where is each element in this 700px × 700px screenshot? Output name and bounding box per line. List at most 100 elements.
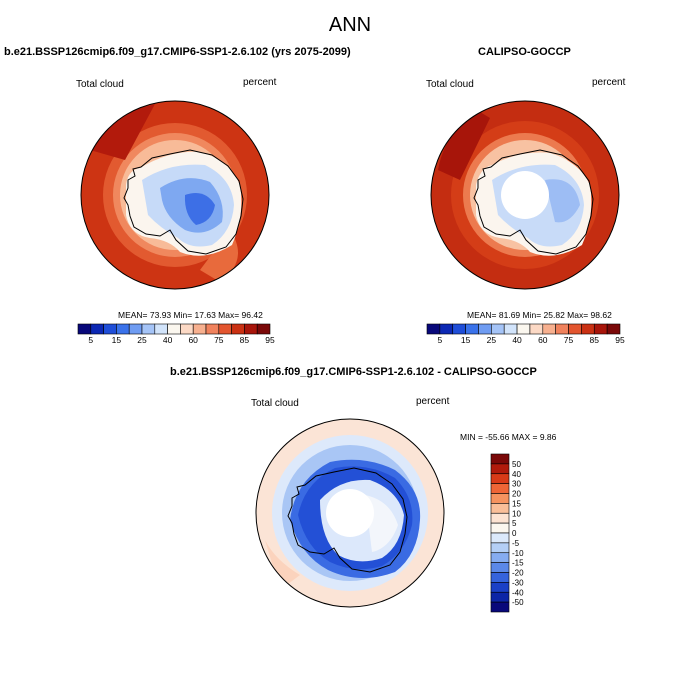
colorbar-box <box>529 323 544 335</box>
colorbar-tick-label: 85 <box>590 335 600 345</box>
colorbar-tick-label: 40 <box>163 335 173 345</box>
colorbar-tick-label: 40 <box>512 335 522 345</box>
map-model-total-cloud <box>81 101 269 289</box>
panel1-variable-label: Total cloud <box>76 79 124 90</box>
colorbar-box <box>568 323 582 335</box>
colorbar-box <box>77 323 92 335</box>
colorbar-tick-label: -40 <box>512 588 524 597</box>
colorbar-box <box>555 323 569 335</box>
colorbar-box <box>490 522 510 534</box>
colorbar-box <box>490 473 510 484</box>
antarctic-coastline <box>287 467 408 573</box>
panel3-variable-label: Total cloud <box>251 398 299 409</box>
colorbar-box <box>192 323 207 335</box>
map-border <box>80 100 270 290</box>
panel2-stats: MEAN= 81.69 Min= 25.82 Max= 98.62 <box>467 310 612 320</box>
colorbar-tick-label: 15 <box>112 335 122 345</box>
colorbar-box <box>490 512 510 524</box>
colorbar-box <box>452 323 466 335</box>
panel1-stats: MEAN= 73.93 Min= 17.63 Max= 96.42 <box>118 310 263 320</box>
colorbar-box <box>490 503 510 514</box>
panel3-title: b.e21.BSSP126cmip6.f09_g17.CMIP6-SSP1-2.… <box>170 366 537 378</box>
colorbar-tick-label: 75 <box>564 335 574 345</box>
colorbar-box <box>581 323 595 335</box>
colorbar-observed: 5 15 25 40 60 75 85 95 <box>426 323 625 345</box>
panel2-title: CALIPSO-GOCCP <box>478 46 571 58</box>
colorbar-box <box>205 323 220 335</box>
colorbar-box <box>116 323 130 335</box>
colorbar-box <box>503 323 518 335</box>
colorbar-tick-label: 20 <box>512 490 521 499</box>
colorbar-box <box>542 323 556 335</box>
panel1-units-label: percent <box>243 77 277 88</box>
colorbar-tick-label: -5 <box>512 539 520 548</box>
colorbar-tick-label: 15 <box>461 335 471 345</box>
map-difference-total-cloud <box>256 419 444 607</box>
colorbar-box <box>90 323 104 335</box>
colorbar-box <box>490 542 510 554</box>
antarctic-coastline <box>473 149 594 255</box>
panel1-title: b.e21.BSSP126cmip6.f09_g17.CMIP6-SSP1-2.… <box>4 46 351 58</box>
colorbar-tick-label: 60 <box>538 335 548 345</box>
colorbar-tick-label: 25 <box>137 335 147 345</box>
colorbar-tick-label: 30 <box>512 480 521 489</box>
colorbar-tick-label: 95 <box>615 335 625 345</box>
colorbar-tick-label: 0 <box>512 529 517 538</box>
colorbar-box <box>490 463 510 475</box>
colorbar-tick-label: -10 <box>512 549 524 558</box>
colorbar-tick-label: -20 <box>512 569 524 578</box>
colorbar-box <box>490 572 510 583</box>
colorbar-tick-label: 5 <box>88 335 93 345</box>
colorbar-tick-label: -50 <box>512 598 524 607</box>
colorbar-tick-label: -30 <box>512 578 524 587</box>
colorbar-tick-label: 50 <box>512 460 521 469</box>
colorbar-box <box>490 601 510 613</box>
map-border <box>430 100 620 290</box>
page-title: ANN <box>328 14 372 36</box>
colorbar-box <box>490 453 510 465</box>
colorbar-box <box>491 323 505 335</box>
colorbar-tick-label: 5 <box>437 335 442 345</box>
colorbar-box <box>426 323 441 335</box>
colorbar-tick-label: 60 <box>188 335 198 345</box>
panel3-stats: MIN = -55.66 MAX = 9.86 <box>460 432 557 442</box>
colorbar-box <box>244 323 258 335</box>
colorbar-box <box>490 552 510 563</box>
panel3-units-label: percent <box>416 396 450 407</box>
colorbar-tick-label: 25 <box>487 335 497 345</box>
colorbar-box <box>490 483 510 494</box>
colorbar-tick-label: 75 <box>214 335 224 345</box>
colorbar-box <box>256 323 271 335</box>
colorbar-box <box>218 323 232 335</box>
colorbar-tick-label: 40 <box>512 470 521 479</box>
colorbar-box <box>128 323 143 335</box>
colorbar-tick-label: 15 <box>512 499 521 508</box>
colorbar-box <box>516 323 531 335</box>
colorbar-box <box>478 323 492 335</box>
colorbar-tick-label: 5 <box>512 519 517 528</box>
panel2-units-label: percent <box>592 77 626 88</box>
colorbar-box <box>606 323 621 335</box>
colorbar-box <box>465 323 479 335</box>
colorbar-model: 5 15 25 40 60 75 85 95 <box>77 323 275 345</box>
antarctic-coastline <box>123 149 244 255</box>
colorbar-box <box>180 323 194 335</box>
colorbar-tick-label: -15 <box>512 559 524 568</box>
colorbar-tick-label: 85 <box>240 335 250 345</box>
panel2-variable-label: Total cloud <box>426 79 474 90</box>
map-observed-total-cloud <box>431 101 619 289</box>
colorbar-box <box>490 532 510 544</box>
colorbar-box <box>167 323 181 335</box>
map-border <box>255 418 445 608</box>
colorbar-box <box>154 323 168 335</box>
colorbar-box <box>103 323 117 335</box>
colorbar-box <box>490 591 510 603</box>
colorbar-box <box>231 323 245 335</box>
colorbar-box <box>490 562 510 573</box>
colorbar-box <box>490 582 510 593</box>
colorbar-box <box>439 323 454 335</box>
colorbar-box <box>141 323 156 335</box>
colorbar-tick-label: 10 <box>512 509 521 518</box>
